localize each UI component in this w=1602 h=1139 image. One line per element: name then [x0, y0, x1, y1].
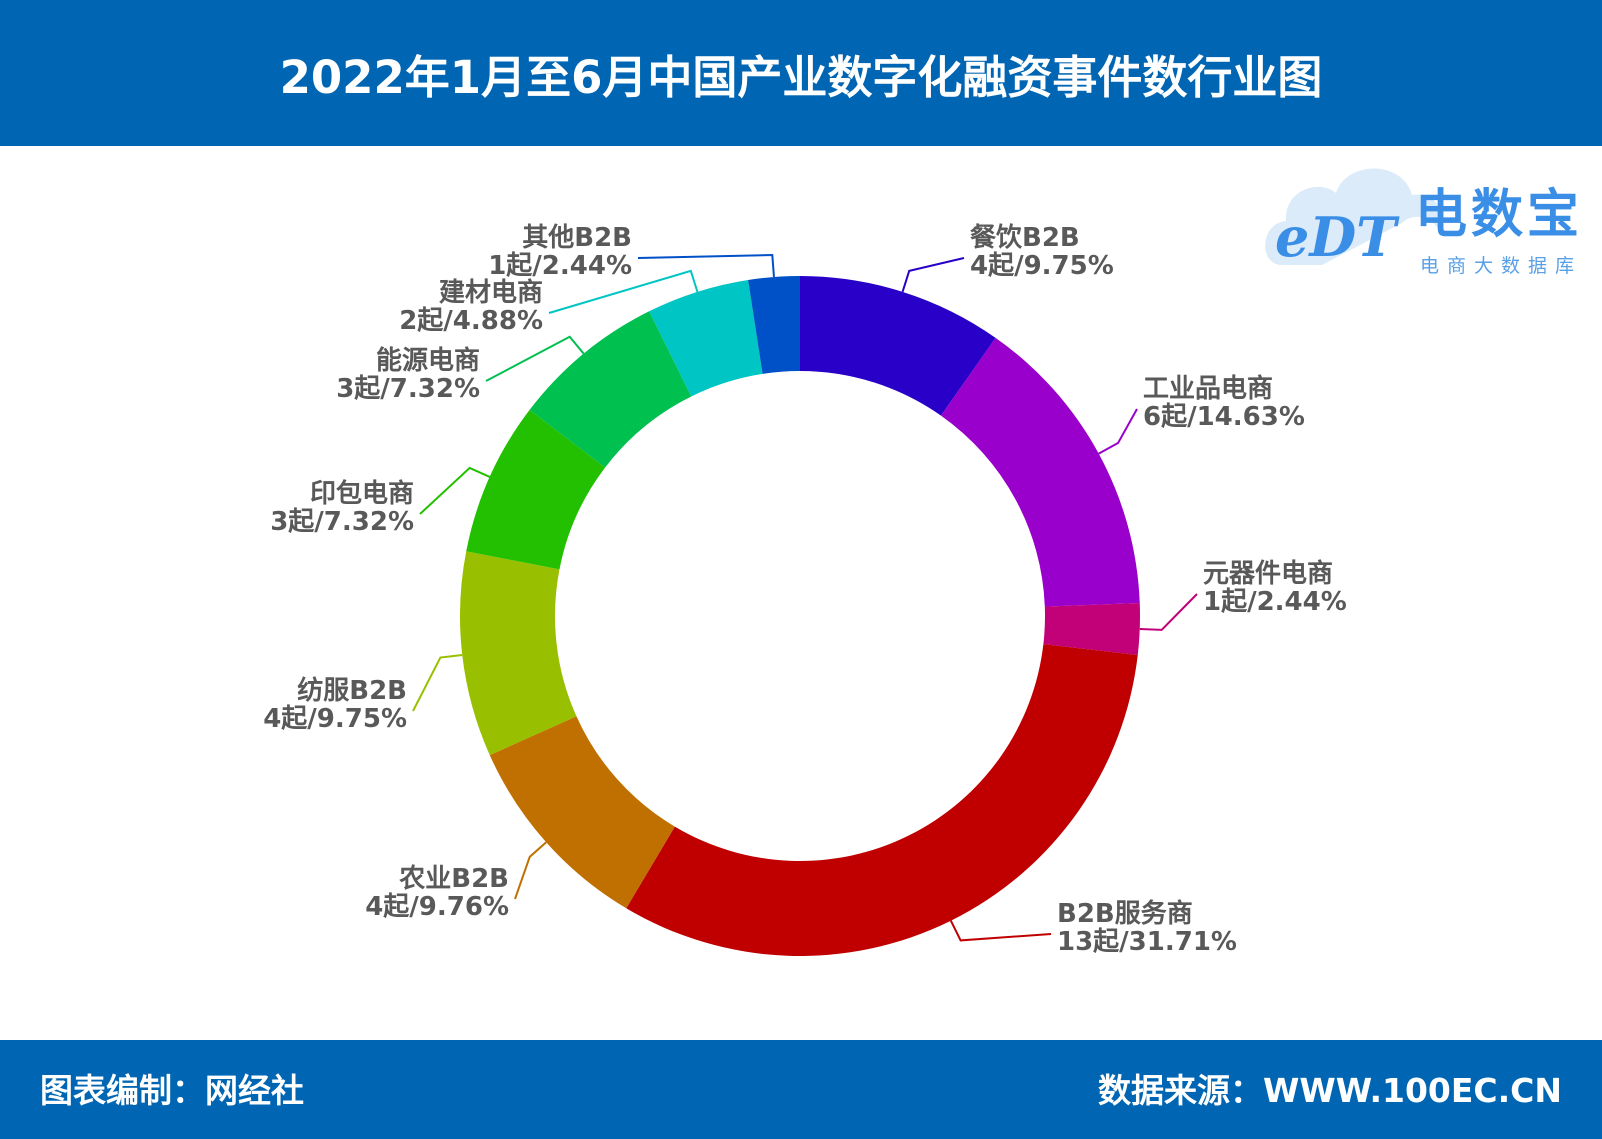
slice-value-label: 4起/9.76%	[365, 892, 509, 922]
donut-slice	[940, 337, 1140, 607]
donut-slice	[460, 551, 577, 756]
donut-chart: 餐饮B2B4起/9.75%工业品电商6起/14.63%元器件电商1起/2.44%…	[263, 223, 1347, 957]
slice-value-label: 4起/9.75%	[263, 704, 407, 734]
leader-line	[949, 920, 1052, 942]
leader-line	[1098, 408, 1138, 455]
donut-slice	[800, 276, 996, 416]
slice-category-label: 印包电商	[310, 478, 414, 509]
slice-category-label: 农业B2B	[398, 864, 509, 894]
cloud-logo-icon	[1265, 168, 1443, 265]
slice-value-label: 13起/31.71%	[1057, 927, 1237, 957]
footer-bar	[0, 1040, 1602, 1139]
leader-line	[1139, 593, 1198, 631]
slice-category-label: 元器件电商	[1203, 558, 1333, 589]
logo	[1262, 153, 1592, 283]
slice-category-label: 工业品电商	[1143, 373, 1273, 404]
leader-line	[637, 254, 775, 278]
footer-credit: 图表编制：网经社	[40, 1071, 304, 1110]
donut-slice	[649, 279, 763, 397]
slice-value-label: 4起/9.75%	[970, 251, 1114, 281]
slice-value-label: 1起/2.44%	[488, 251, 632, 281]
slice-category-label: 其他B2B	[522, 223, 632, 253]
logo-mark: eDT	[1275, 205, 1397, 269]
data-labels: 餐饮B2B4起/9.75%工业品电商6起/14.63%元器件电商1起/2.44%…	[263, 223, 1347, 957]
slice-category-label: 餐饮B2B	[970, 223, 1080, 253]
slice-value-label: 6起/14.63%	[1143, 402, 1305, 432]
donut-slice	[466, 409, 606, 570]
logo-brand: 电数宝	[1415, 185, 1584, 245]
slice-value-label: 3起/7.32%	[336, 374, 480, 404]
leader-line	[419, 466, 491, 515]
donut-slice	[748, 276, 800, 374]
donut-slice	[529, 311, 692, 468]
leader-lines	[412, 254, 1198, 942]
header-bar	[0, 0, 1602, 146]
slices	[460, 276, 1140, 956]
donut-slice	[626, 644, 1138, 956]
logo-tagline: 电商大数据库	[1420, 255, 1583, 277]
slice-category-label: 能源电商	[376, 345, 480, 376]
slice-value-label: 2起/4.88%	[399, 306, 543, 336]
footer-source: 数据来源：WWW.100EC.CN	[1097, 1071, 1562, 1110]
leader-line	[485, 335, 585, 382]
slice-category-label: 建材电商	[439, 277, 543, 308]
leader-line	[901, 257, 965, 293]
chart-title: 2022年1月至6月中国产业数字化融资事件数行业图	[279, 50, 1323, 104]
slice-category-label: 纺服B2B	[297, 675, 407, 706]
slice-value-label: 3起/7.32%	[270, 507, 414, 537]
donut-slice	[489, 716, 675, 909]
leader-line	[412, 653, 463, 712]
slice-value-label: 1起/2.44%	[1203, 587, 1347, 617]
slice-category-label: B2B服务商	[1057, 898, 1193, 929]
leader-line	[514, 841, 547, 900]
donut-slice	[1043, 602, 1140, 655]
leader-line	[548, 269, 699, 314]
